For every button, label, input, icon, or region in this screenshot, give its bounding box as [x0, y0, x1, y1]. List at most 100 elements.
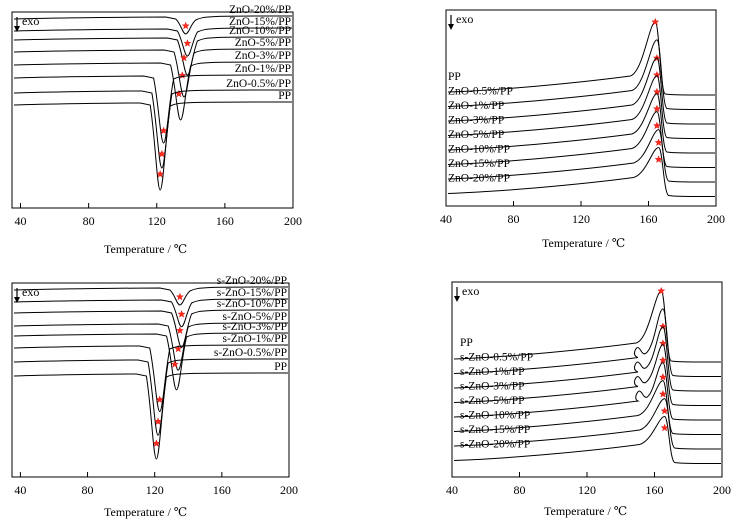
series-label: PP [278, 90, 291, 102]
series-label: ZnO-20%/PP [448, 173, 510, 185]
series-line [13, 344, 289, 413]
x-tick-label: 200 [284, 214, 302, 228]
series-line [13, 286, 289, 306]
series-label: PP [448, 71, 461, 83]
series-line [447, 57, 716, 125]
exo-arrow-head-icon [14, 297, 20, 303]
peak-marker [652, 70, 661, 79]
x-tick-label: 120 [578, 483, 596, 497]
x-tick-label: 120 [572, 212, 590, 226]
x-tick-label: 40 [440, 212, 452, 226]
series-line [453, 326, 722, 392]
exo-label: exo [456, 12, 473, 26]
exo-arrow-head-icon [454, 296, 460, 302]
series-label: s-ZnO-1%/PP [222, 333, 287, 345]
series-line [13, 358, 289, 436]
series-label: s-ZnO-10%/PP [217, 298, 287, 310]
series-line [447, 75, 716, 139]
series-label: s-ZnO-15%/PP [217, 287, 287, 299]
exo-arrow-head-icon [14, 26, 20, 32]
series-label: s-ZnO-20%/PP [217, 275, 287, 287]
peak-marker [180, 53, 188, 62]
x-axis-label: Temperature / ℃ [104, 242, 188, 256]
x-tick-label: 160 [640, 212, 658, 226]
series-line [453, 398, 722, 450]
peak-marker [660, 406, 669, 415]
chart-crystallization-zno: 40 80 120 160 200exoZnO-20%/PPZnO-15%/PPZnO-… [11, 4, 302, 228]
series-line [13, 74, 293, 144]
series-line [13, 27, 293, 57]
series-label: ZnO-5%/PP [235, 37, 291, 49]
series-line [13, 372, 289, 460]
series-line [453, 290, 722, 363]
exo-label: exo [462, 284, 479, 298]
series-label: s-ZnO-0.5%/PP [460, 352, 533, 364]
series-label: s-ZnO-0.5%/PP [214, 347, 287, 359]
peak-marker [658, 322, 667, 330]
series-line [13, 332, 289, 391]
chart-crystallization-szno: 40 80 120 160 200 exo s-ZnO-20%/PPs-ZnO-15%/PP… [11, 275, 298, 497]
series-label: ZnO-3%/PP [235, 50, 291, 62]
series-label: s-ZnO-5%/PP [222, 311, 287, 323]
peak-marker [651, 17, 660, 26]
x-tick-label: 200 [713, 483, 731, 497]
series-label: ZnO-1%/PP [235, 63, 291, 75]
series-line [447, 129, 716, 183]
series-label: s-ZnO-20%/PP [460, 439, 530, 451]
peak-marker [175, 292, 184, 301]
series-line [13, 101, 293, 191]
x-axis-label: Temperature / ℃ [544, 504, 628, 518]
peak-marker [152, 439, 161, 447]
series-line [13, 48, 293, 98]
series-label: PP [274, 361, 287, 373]
x-tick-label: 200 [280, 483, 298, 497]
peak-marker [660, 423, 669, 432]
series-line [453, 308, 722, 377]
series-label: s-ZnO-3%/PP [460, 381, 525, 393]
peak-marker [654, 138, 663, 146]
x-tick-label: 40 [446, 483, 458, 497]
x-tick-label: 80 [508, 212, 520, 226]
series-line [13, 61, 293, 121]
x-axis-label: Temperature / ℃ [542, 236, 626, 250]
x-tick-label: 40 [15, 214, 27, 228]
series-label: ZnO-15%/PP [448, 158, 510, 170]
peak-marker [652, 121, 661, 130]
series-label: s-ZnO-1%/PP [460, 366, 525, 378]
series-line [13, 36, 293, 76]
peak-marker [174, 344, 183, 353]
series-label: s-ZnO-10%/PP [460, 410, 530, 422]
peak-marker [157, 149, 166, 158]
x-tick-label: 200 [707, 212, 725, 226]
peak-marker [658, 389, 667, 398]
series-label: s-ZnO-3%/PP [222, 321, 287, 333]
series-label: s-ZnO-5%/PP [460, 395, 525, 407]
chart-melting-zno: 40 80 120 160 200 exo PP ZnO-0.5%/PP ZnO-1%/PP Zn… [440, 9, 725, 226]
chart-melting-szno: 40 80 120 160 200 exo PP s-ZnO-0.5%/PP s-ZnO-1%/… [446, 281, 731, 497]
series-line [447, 93, 716, 154]
series-line [13, 89, 293, 169]
x-tick-label: 160 [216, 214, 234, 228]
x-tick-label: 120 [146, 483, 164, 497]
peak-marker [652, 104, 661, 113]
series-line [453, 344, 722, 406]
x-tick-label: 120 [148, 214, 166, 228]
series-label: ZnO-0.5%/PP [448, 86, 513, 98]
series-label: ZnO-20%/PP [229, 4, 291, 16]
peak-marker [154, 417, 163, 425]
peak-marker [657, 286, 666, 295]
exo-label: exo [22, 14, 39, 28]
series-line [13, 322, 289, 371]
x-tick-label: 40 [14, 483, 26, 497]
series-label: PP [460, 337, 473, 349]
peak-marker [170, 360, 179, 368]
exo-label: exo [22, 285, 39, 299]
panel-crystallization-szno: 40 80 120 160 200 exo s-ZnO-20%/PP s-ZnO-15%/PP… [0, 265, 372, 530]
series-label: ZnO-10%/PP [448, 144, 510, 156]
series-line [447, 146, 716, 197]
x-tick-label: 80 [83, 214, 95, 228]
x-tick-label: 80 [514, 483, 526, 497]
peak-marker [159, 126, 168, 135]
peak-marker [177, 310, 186, 318]
x-tick-label: 80 [82, 483, 94, 497]
